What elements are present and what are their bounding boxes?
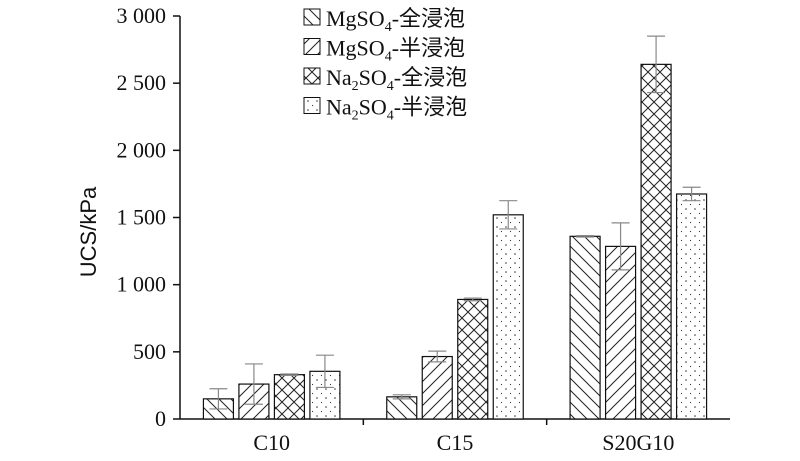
legend-swatch <box>303 38 321 55</box>
y-tick-label: 2 500 <box>117 70 167 95</box>
legend-swatch <box>303 8 321 26</box>
bar <box>492 214 524 420</box>
x-tick-label: S20G10 <box>602 430 674 455</box>
bar <box>569 235 601 420</box>
legend-label: MgSO4-全浸泡 <box>326 6 465 35</box>
y-tick-label: 0 <box>155 406 166 431</box>
y-axis: 0 500 1 000 1 500 2 000 2 500 3 000 <box>117 3 181 431</box>
y-tick-label: 1 500 <box>117 205 167 230</box>
legend-label: Na2SO4-全浸泡 <box>326 65 467 94</box>
y-axis-title: UCS/kPa <box>76 186 101 277</box>
bar <box>675 193 708 420</box>
x-tick-label: C15 <box>437 430 474 455</box>
legend-label: Na2SO4-半浸泡 <box>326 95 467 124</box>
bar <box>640 63 672 420</box>
bars <box>202 35 708 420</box>
legend-swatch <box>303 67 321 85</box>
bar <box>457 298 489 420</box>
bar <box>273 374 306 420</box>
y-tick-label: 1 000 <box>117 272 167 297</box>
y-tick-label: 2 000 <box>117 137 167 162</box>
y-tick-label: 500 <box>133 339 166 364</box>
legend-swatch <box>303 97 321 114</box>
x-axis: C10 C15 S20G10 <box>180 418 730 455</box>
bar <box>386 396 418 420</box>
legend-label: MgSO4-半浸泡 <box>326 36 465 65</box>
bar <box>421 355 453 420</box>
x-tick-label: C10 <box>253 430 290 455</box>
y-tick-label: 3 000 <box>117 3 167 28</box>
bar <box>604 245 637 420</box>
